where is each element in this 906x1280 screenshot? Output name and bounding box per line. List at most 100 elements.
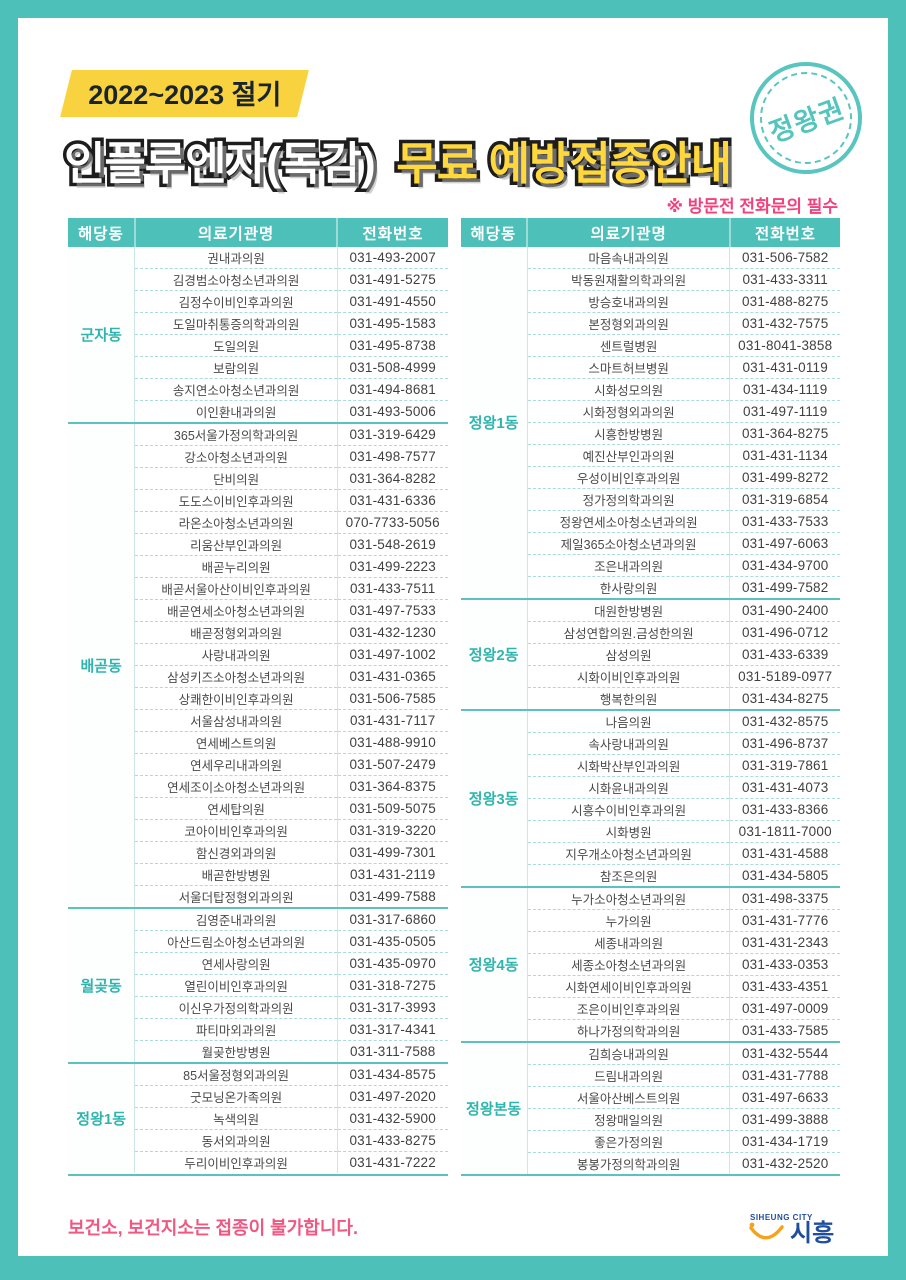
phone-number: 031-434-8275 xyxy=(729,687,840,710)
phone-number: 031-548-2619 xyxy=(337,533,448,556)
table-row: 열린이비인후과의원 031-318-7275 xyxy=(68,974,448,997)
phone-number: 031-499-2223 xyxy=(337,555,448,578)
institution-name: 배곧서울아산이비인후과의원 xyxy=(134,577,338,600)
header-district: 해당동 xyxy=(460,218,528,247)
table-row: 시흥수이비인후과의원 031-433-8366 xyxy=(461,798,840,821)
table-row: 도도스이비인후과의원 031-431-6336 xyxy=(68,489,448,512)
phone-number: 031-433-3311 xyxy=(729,268,840,291)
institution-name: 시흥수이비인후과의원 xyxy=(526,798,731,821)
institution-name: 정왕매일의원 xyxy=(526,1108,731,1131)
institution-name: 상쾌한이비인후과의원 xyxy=(134,687,338,710)
institution-name: 365서울가정의학과의원 xyxy=(134,422,338,446)
institution-name: 도도스이비인후과의원 xyxy=(134,489,338,512)
phone-number: 031-431-7788 xyxy=(729,1064,840,1087)
phone-number: 031-498-3375 xyxy=(729,886,840,910)
table-row: 이인환내과의원 031-493-5006 xyxy=(68,400,448,423)
institution-name: 서울삼성내과의원 xyxy=(134,709,338,732)
table-row: 서울더탑정형외과의원 031-499-7588 xyxy=(68,885,448,908)
phone-number: 031-364-8375 xyxy=(337,775,448,798)
phone-number: 031-432-1230 xyxy=(337,621,448,644)
table-row: 하나가정의학과의원 031-433-7585 xyxy=(461,1019,840,1042)
header-institution: 의료기관명 xyxy=(526,218,730,247)
phone-number: 031-434-9700 xyxy=(729,554,840,577)
header-institution: 의료기관명 xyxy=(133,218,338,247)
phone-number: 031-319-6854 xyxy=(729,488,840,511)
phone-number: 031-497-2020 xyxy=(337,1085,448,1108)
institution-name: 서울아산베스트의원 xyxy=(526,1086,731,1109)
table-row: 속사랑내과의원 031-496-8737 xyxy=(461,732,840,755)
table-row: 보람의원 031-508-4999 xyxy=(68,356,448,379)
table-row: 시화박산부인과의원 031-319-7861 xyxy=(461,754,840,777)
phone-number: 031-317-6860 xyxy=(337,907,448,931)
phone-number: 031-431-7117 xyxy=(337,709,448,732)
phone-number: 031-497-6633 xyxy=(729,1086,840,1109)
table-row: 제일365소아청소년과의원 031-497-6063 xyxy=(461,532,840,555)
table-row: 연세우리내과의원 031-507-2479 xyxy=(68,753,448,776)
phone-number: 031-8041-3858 xyxy=(729,334,840,357)
table-row: 정왕매일의원 031-499-3888 xyxy=(461,1108,840,1131)
phone-number: 031-432-8575 xyxy=(729,709,840,733)
phone-number: 031-311-7588 xyxy=(337,1040,448,1063)
table-row: 월곶한방병원 031-311-7588 xyxy=(68,1040,448,1063)
institution-name: 좋은가정의원 xyxy=(526,1130,731,1153)
table-row: 연세베스트의원 031-488-9910 xyxy=(68,731,448,754)
district-cell: 정왕3동 xyxy=(460,709,528,887)
phone-number: 031-434-8575 xyxy=(337,1062,448,1086)
table-row: 정가정의학과의원 031-319-6854 xyxy=(461,488,840,511)
phone-number: 031-496-8737 xyxy=(729,732,840,755)
table-row: 정왕본동 김희승내과의원 031-432-5544 xyxy=(460,1041,840,1174)
institution-name: 방승호내과의원 xyxy=(526,290,731,313)
table-row: 시화병원 031-1811-7000 xyxy=(461,820,840,843)
institution-name: 배곧연세소아청소년과의원 xyxy=(134,599,338,622)
institution-name: 나음의원 xyxy=(526,709,731,733)
phone-number: 031-1811-7000 xyxy=(729,820,840,843)
phone-number: 031-507-2479 xyxy=(337,753,448,776)
institution-name: 두리이비인후과의원 xyxy=(134,1151,338,1173)
district-cell: 정왕4동 xyxy=(460,886,528,1042)
table-row: 시화정형외과의원 031-497-1119 xyxy=(461,400,840,423)
table-row: 봉봉가정의학과의원 031-432-2520 xyxy=(461,1152,840,1174)
institution-name: 이신우가정의학과의원 xyxy=(134,996,338,1019)
institution-name: 하나가정의학과의원 xyxy=(526,1019,731,1042)
institution-name: 연세탑의원 xyxy=(134,797,338,820)
institution-name: 연세사랑의원 xyxy=(134,952,338,975)
phone-number: 031-431-7776 xyxy=(729,909,840,932)
institution-name: 대원한방병원 xyxy=(526,598,731,622)
table-row: 한사랑의원 031-499-7582 xyxy=(461,576,840,599)
table-row: 삼성키즈소아청소년과의원 031-431-0365 xyxy=(68,665,448,688)
district-cell: 정왕본동 xyxy=(460,1041,528,1174)
institution-name: 녹색의원 xyxy=(134,1107,338,1130)
table-row: 예진산부인과의원 031-431-1134 xyxy=(461,444,840,467)
table-row: 시화윤내과의원 031-431-4073 xyxy=(461,776,840,799)
institution-name: 시화병원 xyxy=(526,820,731,843)
district-cell: 정왕2동 xyxy=(460,598,528,710)
institution-name: 단비의원 xyxy=(134,467,338,490)
phone-number: 031-433-0353 xyxy=(729,953,840,976)
institution-name: 속사랑내과의원 xyxy=(526,732,731,755)
institution-name: 정가정의학과의원 xyxy=(526,488,731,511)
institution-name: 아산드림소아청소년과의원 xyxy=(134,930,338,953)
phone-number: 031-491-4550 xyxy=(337,290,448,313)
institution-name: 시화박산부인과의원 xyxy=(526,754,731,777)
table-row: 시흥한방병원 031-364-8275 xyxy=(461,422,840,445)
season-label: 2022~2023 절기 xyxy=(88,80,282,110)
smile-icon xyxy=(749,1222,784,1240)
phone-number: 031-497-7533 xyxy=(337,599,448,622)
phone-number: 031-434-1719 xyxy=(729,1130,840,1153)
table-row: 정왕1동 마음속내과의원 031-506-7582 xyxy=(460,247,841,599)
institution-name: 배곧정형외과의원 xyxy=(134,621,338,644)
table-row: 박동원재활의학과의원 031-433-3311 xyxy=(461,268,840,291)
institution-name: 김정수이비인후과의원 xyxy=(134,290,338,313)
institution-name: 굿모닝온가족의원 xyxy=(134,1085,338,1108)
institution-name: 연세우리내과의원 xyxy=(134,753,338,776)
institution-name: 박동원재활의학과의원 xyxy=(526,268,731,291)
institution-name: 코아이비인후과의원 xyxy=(134,819,338,842)
institution-name: 보람의원 xyxy=(134,356,338,379)
table-row: 상쾌한이비인후과의원 031-506-7585 xyxy=(68,687,448,710)
institution-name: 스마트허브병원 xyxy=(526,356,731,379)
institution-name: 센트럴병원 xyxy=(526,334,731,357)
phone-number: 031-497-1002 xyxy=(337,643,448,666)
header-row: 해당동 의료기관명 전화번호 xyxy=(68,218,448,247)
phone-number: 031-506-7582 xyxy=(741,250,829,265)
table-row: 월곶동 김영준내과의원 031-317-6860 xyxy=(68,907,448,1063)
